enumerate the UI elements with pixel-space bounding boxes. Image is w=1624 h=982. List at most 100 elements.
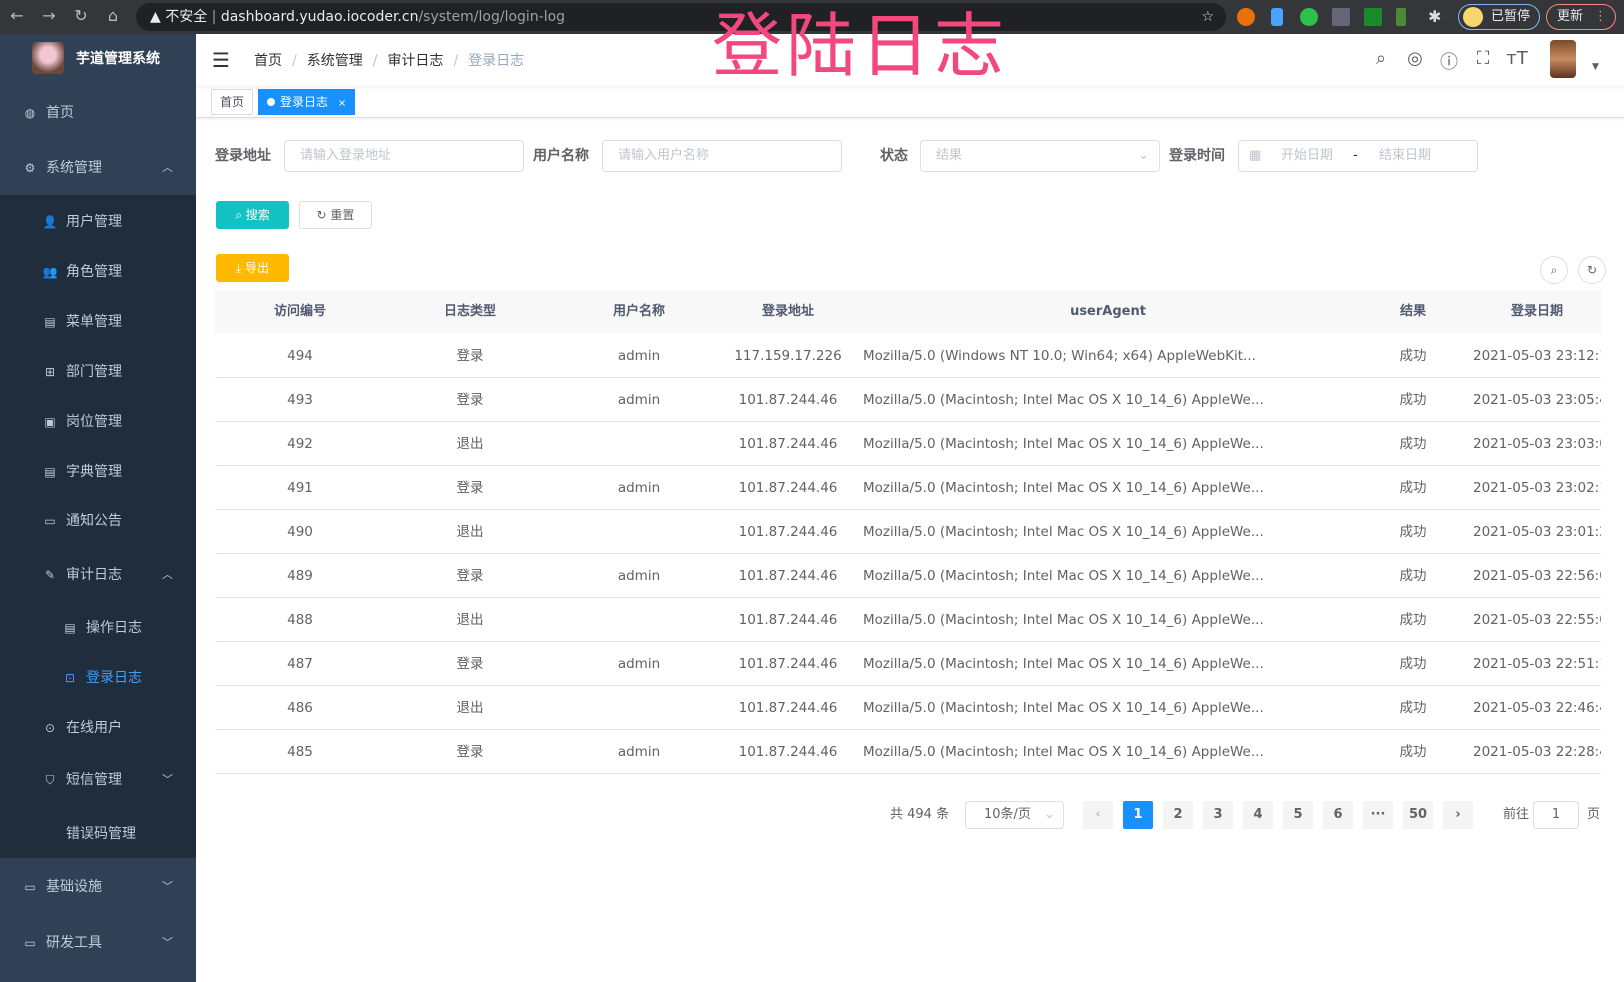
table-row[interactable]: 487 登录 admin 101.87.244.46 Mozilla/5.0 (Maci… bbox=[215, 642, 1601, 686]
sidebar-item[interactable]: ⚙ 系统管理 ︿ bbox=[0, 148, 196, 188]
breadcrumb-item[interactable]: 审计日志 bbox=[387, 53, 444, 69]
fullscreen-icon[interactable]: ⛶ bbox=[1476, 48, 1490, 69]
table-cell: Mozilla/5.0 (Windows NT 10.0; Win64; x64… bbox=[863, 348, 1256, 364]
sidebar-item[interactable]: 👥 角色管理 bbox=[0, 252, 196, 292]
sidebar-item[interactable]: ◍ 首页 bbox=[0, 93, 196, 133]
sidebar-item[interactable]: ⊙ 在线用户 bbox=[0, 708, 196, 748]
sidebar-item[interactable]: ⛉ 短信管理 ﹀ bbox=[0, 760, 196, 800]
github-icon[interactable]: ◎ bbox=[1407, 48, 1423, 69]
sidebar-item[interactable]: ▣ 岗位管理 bbox=[0, 402, 196, 442]
table-row[interactable]: 488 退出 101.87.244.46 Mozilla/5.0 (Macintosh… bbox=[215, 598, 1601, 642]
column-header[interactable]: 登录地址 bbox=[723, 290, 853, 333]
chevron-down-icon: ⌄ bbox=[1138, 148, 1149, 163]
column-header[interactable]: 登录日期 bbox=[1473, 290, 1601, 333]
sidebar-item[interactable]: ⊞ 部门管理 bbox=[0, 352, 196, 392]
page-button[interactable]: 1 bbox=[1123, 801, 1153, 829]
extension-icon[interactable] bbox=[1300, 8, 1318, 26]
sidebar-item[interactable]: ▤ 操作日志 bbox=[0, 608, 196, 648]
sidebar-item[interactable]: ▤ 菜单管理 bbox=[0, 302, 196, 342]
extension-icon[interactable] bbox=[1237, 8, 1255, 26]
column-header[interactable]: 用户名称 bbox=[555, 290, 723, 333]
date-range-picker[interactable]: ▦ 开始日期 - 结束日期 bbox=[1238, 140, 1478, 172]
home-icon[interactable]: ⌂ bbox=[107, 6, 119, 25]
table-cell: 2021-05-03 23:01:23 bbox=[1473, 524, 1601, 540]
address-bar[interactable]: ▲ 不安全 | dashboard.yudao.iocoder.cn/syste… bbox=[136, 3, 1226, 31]
bookmark-star-icon[interactable]: ☆ bbox=[1201, 9, 1214, 25]
table-row[interactable]: 489 登录 admin 101.87.244.46 Mozilla/5.0 (Maci… bbox=[215, 554, 1601, 598]
table-cell: 493 bbox=[287, 392, 313, 408]
extension-icon[interactable] bbox=[1271, 8, 1283, 26]
chevron-down-icon: ⌄ bbox=[1044, 807, 1055, 822]
table-cell: 491 bbox=[287, 480, 313, 496]
search-label: 搜索 bbox=[245, 208, 270, 222]
hamburger-icon[interactable]: ☰ bbox=[212, 48, 230, 72]
sidebar-item[interactable]: ✎ 审计日志 ︿ bbox=[0, 555, 196, 595]
avatar[interactable] bbox=[1550, 40, 1576, 78]
breadcrumb-item[interactable]: 首页 bbox=[254, 53, 282, 69]
column-header[interactable]: userAgent bbox=[863, 290, 1353, 333]
sidebar-item[interactable]: ▭ 基础设施 ﹀ bbox=[0, 867, 196, 907]
status-select[interactable]: 结果 ⌄ bbox=[920, 140, 1160, 172]
refresh-table-button[interactable]: ↻ bbox=[1578, 256, 1606, 284]
column-header[interactable]: 访问编号 bbox=[215, 290, 385, 333]
tag-login-log[interactable]: 登录日志 × bbox=[258, 89, 356, 115]
table-row[interactable]: 492 退出 101.87.244.46 Mozilla/5.0 (Macintosh… bbox=[215, 422, 1601, 466]
update-button[interactable]: 更新 ⋮ bbox=[1546, 4, 1616, 30]
address-input[interactable]: 请输入登录地址 bbox=[284, 140, 524, 172]
table-cell: 退出 bbox=[456, 700, 484, 716]
page-button[interactable]: 50 bbox=[1403, 801, 1433, 829]
extension-icon[interactable] bbox=[1332, 8, 1350, 26]
caret-down-icon[interactable]: ▼ bbox=[1592, 62, 1599, 72]
end-date[interactable]: 结束日期 bbox=[1379, 148, 1432, 163]
dashboard-icon: ◍ bbox=[24, 106, 36, 120]
table-cell: Mozilla/5.0 (Macintosh; Intel Mac OS X 1… bbox=[863, 744, 1264, 760]
table-row[interactable]: 486 退出 101.87.244.46 Mozilla/5.0 (Macintosh… bbox=[215, 686, 1601, 730]
search-icon[interactable]: ⌕ bbox=[1375, 48, 1387, 69]
font-size-icon[interactable]: ᴛT bbox=[1506, 48, 1528, 69]
sidebar-item[interactable]: 错误码管理 bbox=[0, 814, 196, 854]
extension-icon[interactable] bbox=[1364, 8, 1382, 26]
sidebar-item[interactable]: ⊡ 登录日志 bbox=[0, 658, 196, 698]
search-button[interactable]: ⌕ 搜索 bbox=[216, 201, 289, 229]
search-icon: ⌕ bbox=[235, 208, 246, 222]
sidebar-item[interactable]: 👤 用户管理 bbox=[0, 202, 196, 242]
page-size-select[interactable]: 10条/页 ⌄ bbox=[965, 801, 1064, 829]
goto-page-input[interactable]: 1 bbox=[1533, 801, 1579, 829]
profile-button[interactable]: 已暂停 bbox=[1458, 4, 1540, 30]
sidebar-item[interactable]: ▭ 研发工具 ﹀ bbox=[0, 923, 196, 963]
reset-button[interactable]: ↻ 重置 bbox=[299, 201, 372, 229]
table-row[interactable]: 485 登录 admin 101.87.244.46 Mozilla/5.0 (Maci… bbox=[215, 730, 1601, 774]
status-label: 状态 bbox=[880, 148, 908, 164]
sidebar-item-label: 用户管理 bbox=[66, 214, 122, 230]
help-icon[interactable]: ⓘ bbox=[1440, 52, 1458, 73]
column-header[interactable]: 结果 bbox=[1353, 290, 1473, 333]
next-page-button[interactable]: › bbox=[1443, 801, 1473, 829]
page-button[interactable]: 4 bbox=[1243, 801, 1273, 829]
forward-icon[interactable]: → bbox=[42, 6, 56, 25]
sidebar-item[interactable]: ▭ 通知公告 bbox=[0, 501, 196, 541]
table-row[interactable]: 490 退出 101.87.244.46 Mozilla/5.0 (Macintosh… bbox=[215, 510, 1601, 554]
column-header[interactable]: 日志类型 bbox=[385, 290, 555, 333]
page-button[interactable]: 2 bbox=[1163, 801, 1193, 829]
tag-home[interactable]: 首页 bbox=[211, 89, 254, 115]
username-input[interactable]: 请输入用户名称 bbox=[602, 140, 842, 172]
close-icon[interactable]: × bbox=[337, 98, 347, 109]
puzzle-icon[interactable]: ✱ bbox=[1428, 7, 1442, 26]
table-cell: 成功 bbox=[1399, 480, 1427, 496]
breadcrumb-item[interactable]: 系统管理 bbox=[306, 53, 363, 69]
table-row[interactable]: 491 登录 admin 101.87.244.46 Mozilla/5.0 (Maci… bbox=[215, 466, 1601, 510]
back-icon[interactable]: ← bbox=[10, 6, 24, 25]
table-row[interactable]: 493 登录 admin 101.87.244.46 Mozilla/5.0 (Maci… bbox=[215, 378, 1601, 422]
page-button[interactable]: 5 bbox=[1283, 801, 1313, 829]
export-button[interactable]: ⤓ 导出 bbox=[216, 254, 289, 282]
toggle-search-button[interactable]: ⌕ bbox=[1540, 256, 1568, 284]
reload-icon[interactable]: ↻ bbox=[74, 6, 88, 25]
page-button[interactable]: 3 bbox=[1203, 801, 1233, 829]
sidebar-item[interactable]: ▤ 字典管理 bbox=[0, 452, 196, 492]
table-row[interactable]: 494 登录 admin 117.159.17.226 Mozilla/5.0 (Win… bbox=[215, 334, 1601, 378]
start-date[interactable]: 开始日期 bbox=[1281, 148, 1334, 163]
extension-icon[interactable] bbox=[1396, 8, 1406, 26]
page-button[interactable]: 6 bbox=[1323, 801, 1353, 829]
more-pages-button[interactable]: ··· bbox=[1363, 801, 1393, 829]
prev-page-button[interactable]: ‹ bbox=[1083, 801, 1113, 829]
